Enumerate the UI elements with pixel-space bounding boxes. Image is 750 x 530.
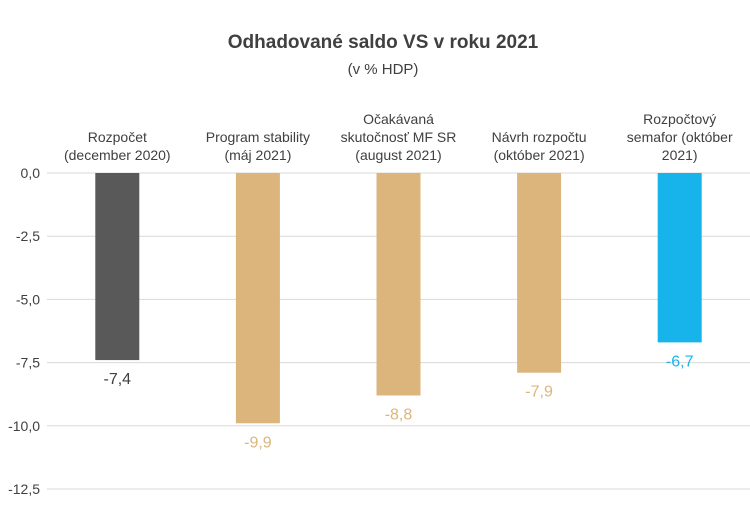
bar <box>376 173 421 396</box>
category-label: (august 2021) <box>355 147 441 163</box>
category-label: Návrh rozpočtu <box>492 129 587 145</box>
category-label: (december 2020) <box>64 147 171 163</box>
category-label: Rozpočet <box>88 129 147 145</box>
y-tick-label: -12,5 <box>8 481 40 497</box>
category-label: (máj 2021) <box>224 147 291 163</box>
y-tick-label: -10,0 <box>8 418 40 434</box>
y-tick-label: -5,0 <box>16 291 40 307</box>
bar <box>517 173 562 373</box>
category-labels: Rozpočet (december 2020) Program stability… <box>64 111 733 163</box>
category-label: Program stability <box>206 129 310 145</box>
bar <box>657 173 702 343</box>
bars <box>95 173 702 424</box>
data-label: -6,7 <box>666 353 694 370</box>
y-axis: 0,0 -2,5 -5,0 -7,5 -10,0 -12,5 <box>8 165 40 497</box>
category-label: Rozpočtový <box>643 111 716 127</box>
category-label: 2021) <box>662 147 698 163</box>
category-label: skutočnosť MF SR <box>341 129 457 145</box>
y-tick-label: 0,0 <box>21 165 41 181</box>
y-tick-label: -2,5 <box>16 228 40 244</box>
category-label: Očakávaná <box>363 111 434 127</box>
chart-subtitle: (v % HDP) <box>348 61 419 78</box>
data-label: -7,9 <box>525 384 553 401</box>
category-label: semafor (október <box>627 129 733 145</box>
data-label: -9,9 <box>244 434 272 451</box>
data-label: -8,8 <box>385 406 413 423</box>
chart-title: Odhadované saldo VS v roku 2021 <box>228 32 539 53</box>
data-label: -7,4 <box>104 371 132 388</box>
category-label: (október 2021) <box>494 147 585 163</box>
y-tick-label: -7,5 <box>16 355 40 371</box>
data-labels: -7,4 -9,9 -8,8 -7,9 -6,7 <box>104 353 694 451</box>
bar <box>95 173 140 361</box>
bar <box>235 173 280 424</box>
